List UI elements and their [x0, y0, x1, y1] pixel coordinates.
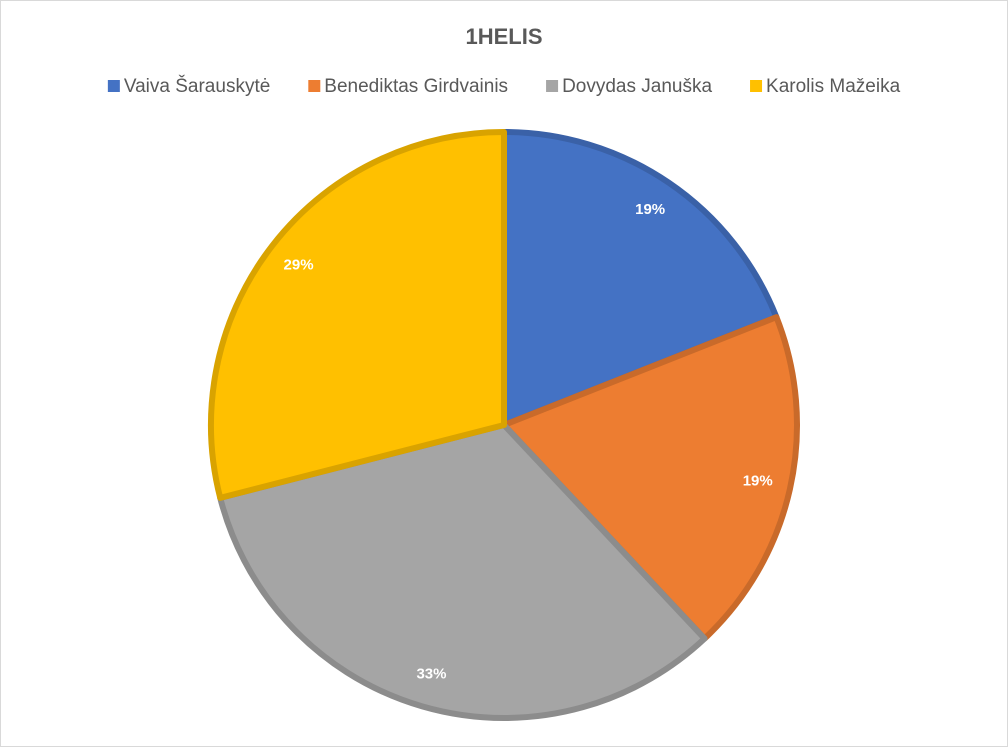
- data-label: 29%: [284, 257, 314, 274]
- data-label: 33%: [416, 666, 446, 683]
- data-label: 19%: [635, 201, 665, 218]
- legend: Vaiva Šarauskytė Benediktas Girdvainis Dov…: [107, 75, 901, 97]
- data-label: 19%: [743, 473, 773, 490]
- legend-swatch: [546, 80, 559, 92]
- legend-label: Benediktas Girdvainis: [324, 76, 508, 97]
- pie-slice: [217, 422, 708, 721]
- legend-label: Dovydas Januška: [562, 76, 712, 97]
- legend-swatch: [107, 80, 120, 92]
- legend-label: Vaiva Šarauskytė: [124, 75, 270, 97]
- pie-slice: [501, 129, 780, 428]
- pie-slice: [501, 314, 800, 642]
- chart-title: 1HELIS: [465, 24, 542, 49]
- legend-label: Karolis Mažeika: [766, 76, 901, 97]
- legend-swatch: [308, 80, 321, 92]
- pie-slice: [208, 129, 507, 501]
- legend-swatch: [750, 80, 763, 92]
